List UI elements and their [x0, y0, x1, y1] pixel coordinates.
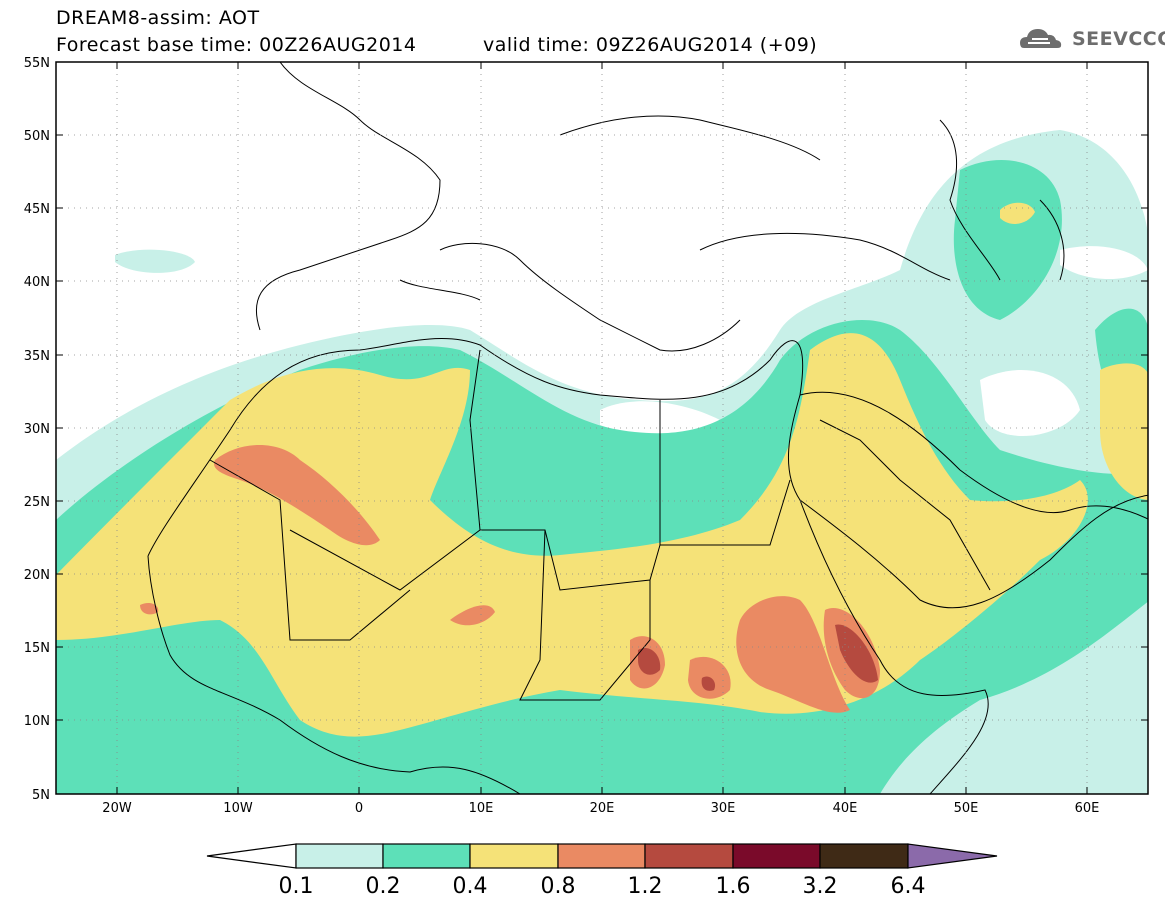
- colorbar-tick: 1.6: [716, 874, 751, 899]
- seevccc-logo-text: SEEVCCC: [1072, 28, 1165, 50]
- colorbar-tick: 1.2: [628, 874, 663, 899]
- lon-label: 60E: [1075, 801, 1100, 816]
- graticule: [56, 62, 1148, 794]
- lat-label: 55N: [24, 56, 50, 71]
- colorbar-labels: 0.1 0.2 0.4 0.8 1.2 1.6 3.2 6.4: [279, 874, 926, 899]
- lat-label: 35N: [24, 349, 50, 364]
- lat-label: 15N: [24, 641, 50, 656]
- colorbar-box: [382, 843, 471, 869]
- lon-label: 50E: [954, 801, 979, 816]
- coastlines-borders: [147, 62, 1148, 794]
- colorbar-tick: 0.4: [453, 874, 488, 899]
- colorbar-tick: 6.4: [891, 874, 926, 899]
- colorbar-tick: 0.2: [366, 874, 401, 899]
- lat-label: 25N: [24, 495, 50, 510]
- colorbar-box: [644, 843, 734, 869]
- colorbar-box: [295, 843, 384, 869]
- colorbar-box: [557, 843, 646, 869]
- colorbar-under-arrow: [206, 843, 297, 869]
- colorbar: [206, 843, 998, 869]
- lat-label: 45N: [24, 202, 50, 217]
- axis-ticks: [56, 61, 1148, 794]
- aot-0-8-field: [214, 445, 380, 546]
- colorbar-box: [469, 843, 559, 869]
- colorbar-box: [732, 843, 821, 869]
- aot-1-2-field: [638, 647, 661, 675]
- lon-label: 0: [355, 801, 363, 816]
- title-valid-time: valid time: 09Z26AUG2014 (+09): [483, 34, 818, 56]
- cloud-logo-icon: [1020, 29, 1062, 48]
- lon-label: 10W: [223, 801, 253, 816]
- lon-label: 10E: [469, 801, 494, 816]
- lat-label: 20N: [24, 568, 50, 583]
- longitude-labels: 20W 10W 0 10E 20E 30E 40E 50E 60E: [102, 801, 1099, 816]
- lat-label: 50N: [24, 129, 50, 144]
- lat-label: 40N: [24, 275, 50, 290]
- lat-label: 10N: [24, 714, 50, 729]
- colorbar-box: [819, 843, 909, 869]
- lon-label: 20W: [102, 801, 132, 816]
- colorbar-over-arrow: [907, 843, 998, 869]
- lon-label: 40E: [833, 801, 858, 816]
- lon-label: 20E: [590, 801, 615, 816]
- title-base-time: Forecast base time: 00Z26AUG2014: [56, 34, 417, 56]
- lon-label: 30E: [711, 801, 736, 816]
- title-line-1: DREAM8-assim: AOT: [56, 7, 260, 29]
- lat-label: 30N: [24, 422, 50, 437]
- colorbar-tick: 0.8: [541, 874, 576, 899]
- colorbar-tick: 0.1: [279, 874, 314, 899]
- latitude-labels: 55N 50N 45N 40N 35N 30N 25N 20N 15N 10N …: [24, 56, 50, 803]
- colorbar-tick: 3.2: [803, 874, 838, 899]
- lat-label: 5N: [32, 788, 50, 803]
